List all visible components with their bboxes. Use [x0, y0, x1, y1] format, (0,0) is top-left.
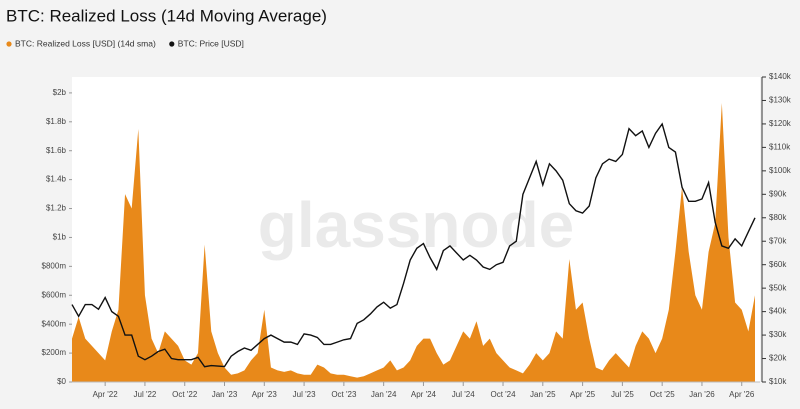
chart-title: BTC: Realized Loss (14d Moving Average) — [6, 6, 327, 25]
x-tick-label: Oct '24 — [490, 390, 516, 399]
loss-area — [72, 103, 755, 383]
y-tick-label: $1.6b — [46, 146, 67, 155]
y2-tick-label: $40k — [769, 307, 787, 316]
legend-label: BTC: Price [USD] — [178, 38, 244, 48]
legend-marker — [169, 41, 175, 47]
x-tick-label: Apr '25 — [570, 390, 596, 399]
y2-tick-label: $130k — [769, 96, 792, 105]
y2-tick-label: $50k — [769, 283, 787, 292]
plot-area — [72, 77, 760, 382]
y-tick-label: $1.2b — [46, 204, 67, 213]
x-tick-label: Jul '22 — [134, 390, 157, 399]
y-tick-label: $200m — [42, 348, 67, 357]
y2-tick-label: $120k — [769, 119, 792, 128]
y2-tick-label: $140k — [769, 72, 792, 81]
x-tick-label: Oct '23 — [331, 390, 357, 399]
x-tick-label: Jan '25 — [530, 390, 556, 399]
price-line — [71, 122, 756, 368]
legend-label: BTC: Realized Loss [USD] (14d sma) — [15, 38, 156, 48]
y2-tick-label: $60k — [769, 260, 787, 269]
y2-tick-label: $90k — [769, 189, 787, 198]
x-tick-label: Jan '24 — [371, 390, 397, 399]
y2-tick-label: $70k — [769, 236, 787, 245]
y-tick-label: $1b — [53, 233, 67, 242]
x-tick-label: Jul '24 — [452, 390, 475, 399]
y-tick-label: $0 — [57, 377, 66, 386]
y2-tick-label: $30k — [769, 330, 787, 339]
x-tick-label: Jul '25 — [611, 390, 634, 399]
x-tick-label: Oct '25 — [650, 390, 676, 399]
y2-tick-label: $110k — [769, 142, 791, 151]
y-tick-label: $400m — [42, 319, 67, 328]
y2-tick-label: $20k — [769, 354, 787, 363]
y-tick-label: $600m — [42, 290, 67, 299]
x-tick-label: Jan '23 — [212, 390, 238, 399]
y-tick-label: $1.8b — [46, 117, 67, 126]
x-tick-label: Jan '26 — [689, 390, 715, 399]
y-tick-label: $1.4b — [46, 175, 67, 184]
x-tick-label: Apr '26 — [729, 390, 755, 399]
x-tick-label: Apr '24 — [411, 390, 437, 399]
y2-tick-label: $10k — [769, 377, 787, 386]
y-tick-label: $800m — [42, 261, 67, 270]
legend-marker — [6, 41, 12, 47]
y2-tick-label: $100k — [769, 166, 792, 175]
y2-tick-label: $80k — [769, 213, 787, 222]
x-tick-label: Oct '22 — [172, 390, 198, 399]
x-tick-label: Jul '23 — [293, 390, 316, 399]
x-tick-label: Apr '23 — [252, 390, 278, 399]
y-tick-label: $2b — [53, 88, 67, 97]
x-tick-label: Apr '22 — [93, 390, 119, 399]
